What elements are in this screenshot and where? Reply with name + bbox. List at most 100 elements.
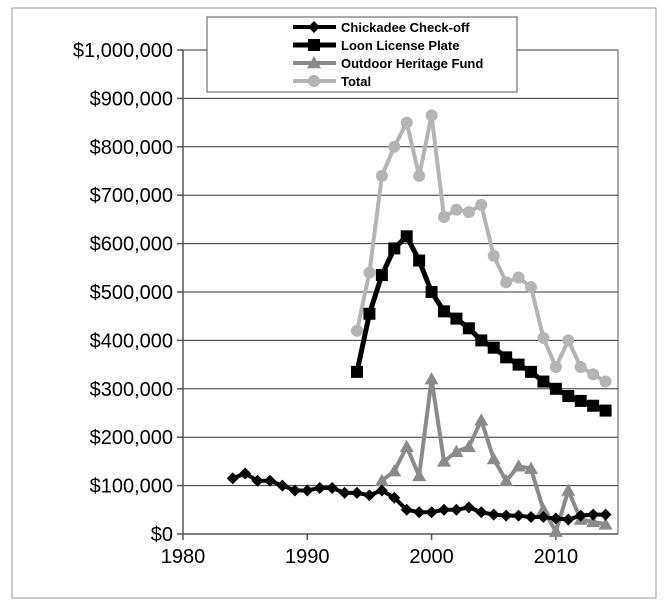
point-total-15 [537, 331, 550, 344]
legend-label-loon-license-plate: Loon License Plate [341, 38, 459, 53]
point-chickadee-check-off-15 [413, 506, 426, 519]
y-tick-label-5: $500,000 [90, 282, 173, 304]
point-loon-license-plate-10 [475, 334, 488, 347]
point-loon-license-plate-13 [512, 358, 525, 371]
point-loon-license-plate-17 [562, 390, 575, 403]
point-total-20 [599, 375, 612, 388]
point-chickadee-check-off-29 [587, 508, 600, 521]
point-outdoor-heritage-fund-17 [586, 514, 601, 528]
legend-label-total: Total [341, 74, 371, 89]
point-total-13 [512, 271, 525, 284]
point-chickadee-check-off-8 [326, 482, 339, 495]
point-loon-license-plate-19 [587, 399, 600, 412]
point-loon-license-plate-0 [351, 365, 363, 378]
point-outdoor-heritage-fund-2 [399, 439, 414, 453]
chart-frame [11, 7, 657, 599]
legend-marker-loon-license-plate [308, 39, 320, 51]
point-chickadee-check-off-9 [338, 486, 351, 499]
point-total-1 [363, 266, 376, 279]
series-line-loon-license-plate [354, 233, 607, 413]
point-outdoor-heritage-fund-8 [474, 413, 489, 426]
point-outdoor-heritage-fund-6 [449, 444, 464, 457]
legend-label-chickadee-check-off: Chickadee Check-off [341, 20, 470, 35]
point-total-19 [587, 368, 600, 381]
point-total-16 [549, 361, 562, 374]
point-loon-license-plate-1 [363, 307, 376, 320]
point-chickadee-check-off-12 [375, 484, 388, 497]
point-outdoor-heritage-fund-1 [387, 464, 402, 477]
y-tick-label-0: $0 [151, 524, 173, 546]
point-chickadee-check-off-7 [313, 482, 326, 495]
point-chickadee-check-off-13 [388, 491, 401, 504]
y-tick-label-4: $400,000 [90, 330, 173, 352]
point-outdoor-heritage-fund-5 [437, 454, 451, 467]
legend-box [206, 16, 518, 93]
y-tick-label-9: $900,000 [90, 88, 173, 110]
y-tick-label-8: $800,000 [90, 137, 173, 159]
y-tick-label-6: $600,000 [90, 234, 173, 256]
point-total-12 [500, 276, 513, 289]
point-loon-license-plate-12 [500, 351, 513, 364]
legend-marker-total [308, 75, 320, 87]
point-chickadee-check-off-27 [562, 513, 575, 526]
point-total-11 [487, 249, 500, 262]
point-total-10 [475, 198, 488, 211]
point-chickadee-check-off-21 [487, 508, 500, 521]
point-outdoor-heritage-fund-4 [424, 372, 439, 385]
point-chickadee-check-off-11 [363, 489, 376, 502]
point-total-14 [525, 281, 537, 294]
point-total-6 [425, 109, 438, 122]
x-tick-label-2: 2000 [409, 546, 454, 568]
x-tick-label-0: 1980 [161, 546, 206, 568]
y-tick-label-3: $300,000 [90, 379, 173, 401]
point-loon-license-plate-7 [438, 305, 450, 318]
legend-marker-chickadee-check-off [308, 21, 320, 33]
point-chickadee-check-off-6 [301, 484, 314, 497]
point-outdoor-heritage-fund-18 [598, 517, 613, 530]
point-loon-license-plate-8 [450, 312, 463, 325]
point-chickadee-check-off-4 [276, 479, 289, 492]
legend-label-outdoor-heritage-fund: Outdoor Heritage Fund [341, 56, 483, 71]
point-outdoor-heritage-fund-3 [412, 468, 427, 482]
point-outdoor-heritage-fund-12 [524, 461, 538, 474]
point-outdoor-heritage-fund-11 [511, 459, 526, 472]
y-tick-label-7: $700,000 [90, 185, 173, 207]
point-chickadee-check-off-3 [264, 474, 276, 487]
point-total-18 [574, 361, 587, 374]
point-chickadee-check-off-26 [549, 512, 562, 525]
point-chickadee-check-off-5 [288, 484, 301, 497]
point-loon-license-plate-20 [599, 404, 612, 417]
point-total-3 [388, 140, 401, 153]
point-outdoor-heritage-fund-15 [561, 483, 576, 496]
x-tick-label-3: 2010 [534, 546, 579, 568]
point-outdoor-heritage-fund-13 [536, 502, 551, 516]
point-loon-license-plate-4 [400, 230, 413, 243]
point-outdoor-heritage-fund-10 [499, 473, 514, 487]
point-loon-license-plate-6 [425, 286, 438, 298]
point-total-2 [375, 169, 388, 182]
point-chickadee-check-off-17 [438, 503, 450, 516]
point-outdoor-heritage-fund-0 [374, 473, 389, 487]
y-tick-label-2: $200,000 [90, 427, 173, 449]
point-chickadee-check-off-10 [351, 486, 363, 499]
point-chickadee-check-off-14 [400, 503, 413, 516]
y-tick-label-1: $100,000 [90, 476, 173, 498]
point-total-8 [450, 203, 463, 216]
point-chickadee-check-off-19 [462, 501, 475, 514]
point-chickadee-check-off-28 [574, 509, 587, 522]
point-total-7 [438, 210, 450, 223]
point-loon-license-plate-2 [375, 269, 388, 282]
point-chickadee-check-off-23 [512, 509, 525, 522]
point-chickadee-check-off-24 [525, 511, 537, 524]
point-loon-license-plate-18 [574, 394, 587, 407]
point-total-5 [413, 169, 426, 182]
point-outdoor-heritage-fund-7 [461, 439, 476, 453]
y-tick-label-10: $1,000,000 [73, 40, 173, 62]
point-total-17 [562, 334, 575, 347]
point-chickadee-check-off-18 [450, 503, 463, 516]
point-chickadee-check-off-1 [239, 467, 252, 480]
point-chickadee-check-off-16 [425, 506, 438, 519]
point-loon-license-plate-3 [388, 242, 401, 255]
